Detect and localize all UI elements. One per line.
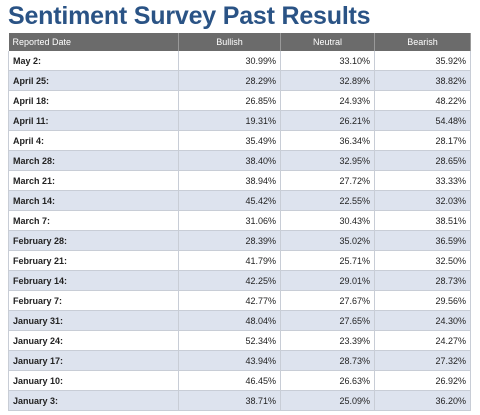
- table-row: February 28: 28.39% 35.02% 36.59%: [8, 230, 471, 251]
- value-cell: 42.77%: [178, 290, 281, 311]
- value-cell: 24.30%: [374, 310, 471, 331]
- table-row: March 21: 38.94% 27.72% 33.33%: [8, 170, 471, 191]
- value-cell: 28.29%: [178, 70, 281, 91]
- value-cell: 45.42%: [178, 190, 281, 211]
- value-cell: 52.34%: [178, 330, 281, 351]
- value-cell: 24.93%: [280, 90, 375, 111]
- value-cell: 48.04%: [178, 310, 281, 331]
- value-cell: 28.73%: [280, 350, 375, 371]
- value-cell: 27.72%: [280, 170, 375, 191]
- table-row: April 4: 35.49% 36.34% 28.17%: [8, 130, 471, 151]
- table-row: April 25: 28.29% 32.89% 38.82%: [8, 70, 471, 91]
- date-cell: April 25:: [8, 70, 179, 91]
- results-table: Reported Date Bullish Neutral Bearish May 2…: [8, 33, 471, 411]
- table-row: January 24: 52.34% 23.39% 24.27%: [8, 330, 471, 351]
- value-cell: 54.48%: [374, 110, 471, 131]
- date-cell: February 14:: [8, 270, 179, 291]
- table-row: February 7: 42.77% 27.67% 29.56%: [8, 290, 471, 311]
- value-cell: 38.71%: [178, 390, 281, 411]
- table-row: January 17: 43.94% 28.73% 27.32%: [8, 350, 471, 371]
- value-cell: 26.92%: [374, 370, 471, 391]
- value-cell: 32.89%: [280, 70, 375, 91]
- value-cell: 31.06%: [178, 210, 281, 231]
- table-row: February 21: 41.79% 25.71% 32.50%: [8, 250, 471, 271]
- value-cell: 38.40%: [178, 150, 281, 171]
- date-cell: February 21:: [8, 250, 179, 271]
- table-row: January 3: 38.71% 25.09% 36.20%: [8, 390, 471, 411]
- header-row: Reported Date Bullish Neutral Bearish: [8, 33, 471, 51]
- value-cell: 26.63%: [280, 370, 375, 391]
- value-cell: 28.65%: [374, 150, 471, 171]
- date-cell: May 2:: [8, 51, 179, 71]
- page-title: Sentiment Survey Past Results: [8, 2, 371, 30]
- table-body: May 2: 30.99% 33.10% 35.92% April 25: 28.29% 3…: [8, 51, 471, 411]
- value-cell: 33.33%: [374, 170, 471, 191]
- date-cell: January 24:: [8, 330, 179, 351]
- date-cell: January 17:: [8, 350, 179, 371]
- value-cell: 35.92%: [374, 51, 471, 71]
- value-cell: 26.85%: [178, 90, 281, 111]
- value-cell: 27.67%: [280, 290, 375, 311]
- value-cell: 26.21%: [280, 110, 375, 131]
- date-cell: April 11:: [8, 110, 179, 131]
- column-header: Bullish: [178, 33, 281, 51]
- value-cell: 30.43%: [280, 210, 375, 231]
- date-cell: March 14:: [8, 190, 179, 211]
- value-cell: 24.27%: [374, 330, 471, 351]
- date-cell: March 7:: [8, 210, 179, 231]
- table-row: April 11: 19.31% 26.21% 54.48%: [8, 110, 471, 131]
- value-cell: 33.10%: [280, 51, 375, 71]
- value-cell: 25.71%: [280, 250, 375, 271]
- value-cell: 32.03%: [374, 190, 471, 211]
- value-cell: 28.73%: [374, 270, 471, 291]
- table-row: January 31: 48.04% 27.65% 24.30%: [8, 310, 471, 331]
- value-cell: 30.99%: [178, 51, 281, 71]
- value-cell: 28.39%: [178, 230, 281, 251]
- value-cell: 27.65%: [280, 310, 375, 331]
- value-cell: 41.79%: [178, 250, 281, 271]
- date-cell: April 18:: [8, 90, 179, 111]
- value-cell: 29.56%: [374, 290, 471, 311]
- value-cell: 35.02%: [280, 230, 375, 251]
- value-cell: 43.94%: [178, 350, 281, 371]
- value-cell: 35.49%: [178, 130, 281, 151]
- value-cell: 46.45%: [178, 370, 281, 391]
- table-row: March 7: 31.06% 30.43% 38.51%: [8, 210, 471, 231]
- value-cell: 38.82%: [374, 70, 471, 91]
- date-cell: January 3:: [8, 390, 179, 411]
- value-cell: 29.01%: [280, 270, 375, 291]
- column-header: Neutral: [280, 33, 375, 51]
- table-row: April 18: 26.85% 24.93% 48.22%: [8, 90, 471, 111]
- value-cell: 22.55%: [280, 190, 375, 211]
- column-header: Bearish: [374, 33, 471, 51]
- value-cell: 36.34%: [280, 130, 375, 151]
- table-row: January 10: 46.45% 26.63% 26.92%: [8, 370, 471, 391]
- value-cell: 23.39%: [280, 330, 375, 351]
- value-cell: 38.94%: [178, 170, 281, 191]
- date-cell: April 4:: [8, 130, 179, 151]
- date-cell: January 31:: [8, 310, 179, 331]
- value-cell: 32.95%: [280, 150, 375, 171]
- value-cell: 19.31%: [178, 110, 281, 131]
- table-row: March 14: 45.42% 22.55% 32.03%: [8, 190, 471, 211]
- value-cell: 28.17%: [374, 130, 471, 151]
- value-cell: 38.51%: [374, 210, 471, 231]
- table-row: February 14: 42.25% 29.01% 28.73%: [8, 270, 471, 291]
- table-row: May 2: 30.99% 33.10% 35.92%: [8, 51, 471, 71]
- value-cell: 36.59%: [374, 230, 471, 251]
- value-cell: 36.20%: [374, 390, 471, 411]
- value-cell: 27.32%: [374, 350, 471, 371]
- value-cell: 48.22%: [374, 90, 471, 111]
- value-cell: 25.09%: [280, 390, 375, 411]
- date-cell: February 7:: [8, 290, 179, 311]
- date-cell: January 10:: [8, 370, 179, 391]
- date-cell: March 28:: [8, 150, 179, 171]
- value-cell: 32.50%: [374, 250, 471, 271]
- table-row: March 28: 38.40% 32.95% 28.65%: [8, 150, 471, 171]
- column-header: Reported Date: [8, 33, 179, 51]
- value-cell: 42.25%: [178, 270, 281, 291]
- date-cell: February 28:: [8, 230, 179, 251]
- date-cell: March 21:: [8, 170, 179, 191]
